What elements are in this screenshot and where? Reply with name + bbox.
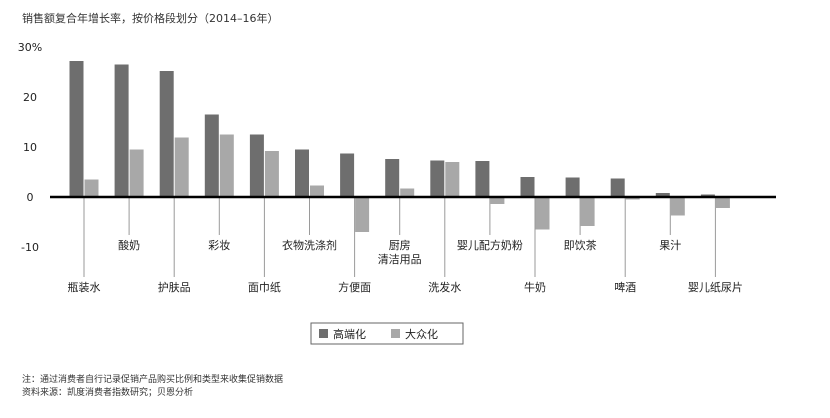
- bar-premium: [249, 134, 264, 197]
- bar-mass: [400, 188, 415, 197]
- source-line: 资料来源：凯度消费者指数研究；贝恩分析: [22, 388, 194, 398]
- bar-premium: [385, 159, 400, 197]
- category-label: 牛奶: [524, 280, 546, 294]
- category-label: 啤酒: [614, 280, 636, 294]
- y-tick-label: 0: [27, 191, 34, 204]
- bar-mass: [670, 197, 685, 216]
- bar-mass: [310, 185, 324, 197]
- category-label: 婴儿纸尿片: [688, 281, 743, 294]
- y-tick-label: -10: [21, 241, 39, 254]
- category-label: 清洁用品: [378, 253, 422, 266]
- y-tick-label: 20: [23, 91, 37, 104]
- bar-mass: [84, 179, 99, 197]
- bar-mass: [535, 197, 550, 230]
- bar-premium: [475, 161, 490, 197]
- note-line: 注：通过消费者自行记录促销产品购买比例和类型来收集促销数据: [22, 375, 284, 385]
- bar-premium: [565, 177, 580, 197]
- bar-mass: [355, 197, 370, 232]
- y-tick-label: 10: [23, 141, 37, 154]
- bar-mass: [490, 197, 505, 204]
- bar-premium: [159, 71, 174, 197]
- category-label: 即饮茶: [564, 239, 597, 252]
- bar-premium: [69, 61, 84, 197]
- bar-mass: [264, 151, 279, 197]
- bar-mass: [445, 162, 460, 197]
- bar-premium: [610, 178, 625, 197]
- category-label: 果汁: [659, 239, 681, 252]
- category-label: 洗发水: [428, 280, 461, 294]
- category-label: 婴儿配方奶粉: [457, 238, 523, 252]
- legend-swatch-premium: [319, 329, 328, 338]
- category-label: 面巾纸: [248, 280, 281, 294]
- category-label: 衣物洗涤剂: [282, 238, 337, 252]
- legend-swatch-mass: [391, 329, 400, 338]
- legend-label-mass: 大众化: [405, 327, 438, 341]
- bar-mass: [219, 134, 234, 197]
- bar-mass: [129, 149, 144, 197]
- legend-box: [310, 322, 464, 345]
- bar-mass: [174, 137, 189, 197]
- category-label: 厨房: [389, 239, 411, 252]
- bar-premium: [430, 160, 445, 197]
- category-label: 护肤品: [158, 280, 191, 294]
- legend-label-premium: 高端化: [333, 327, 366, 341]
- chart-title: 销售额复合年增长率，按价格段划分（2014–16年）: [22, 12, 279, 25]
- category-label: 酸奶: [118, 238, 140, 252]
- bar-premium: [114, 64, 129, 197]
- category-label: 方便面: [338, 280, 371, 294]
- bar-premium: [520, 177, 535, 197]
- bar-premium: [655, 193, 670, 197]
- category-label: 彩妆: [208, 239, 230, 252]
- bar-premium: [295, 149, 309, 197]
- bar-premium: [340, 153, 355, 197]
- bar-mass: [580, 197, 595, 226]
- bar-premium: [204, 114, 219, 197]
- bar-mass: [715, 197, 730, 208]
- y-tick-label: 30%: [18, 41, 42, 54]
- notes: 注：通过消费者自行记录促销产品购买比例和类型来收集促销数据 资料来源：凯度消费者…: [22, 374, 283, 400]
- category-label: 瓶装水: [68, 280, 101, 294]
